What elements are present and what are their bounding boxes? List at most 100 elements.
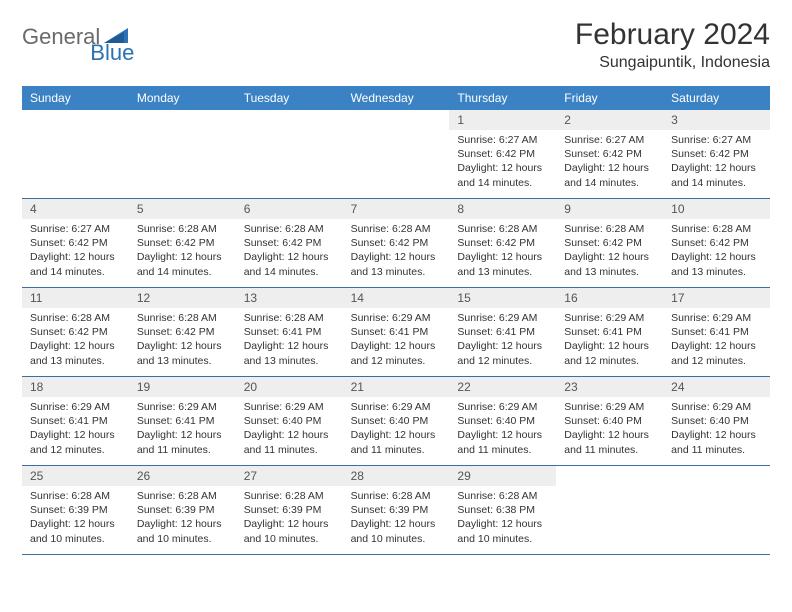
sunset-line: Sunset: 6:41 PM: [671, 325, 762, 339]
sunrise-line: Sunrise: 6:29 AM: [671, 311, 762, 325]
day-header: Wednesday: [343, 86, 450, 110]
sunrise-line: Sunrise: 6:29 AM: [351, 311, 442, 325]
daylight-line: Daylight: 12 hours and 14 minutes.: [137, 250, 228, 278]
day-number: 24: [663, 377, 770, 397]
logo-text-blue: Blue: [90, 40, 134, 66]
week-row: 1Sunrise: 6:27 AMSunset: 6:42 PMDaylight…: [22, 110, 770, 199]
day-cell: 9Sunrise: 6:28 AMSunset: 6:42 PMDaylight…: [556, 199, 663, 287]
sunrise-line: Sunrise: 6:28 AM: [137, 489, 228, 503]
daylight-line: Daylight: 12 hours and 10 minutes.: [351, 517, 442, 545]
sunset-line: Sunset: 6:39 PM: [30, 503, 121, 517]
day-number: 2: [556, 110, 663, 130]
sunrise-line: Sunrise: 6:29 AM: [244, 400, 335, 414]
daylight-line: Daylight: 12 hours and 12 minutes.: [457, 339, 548, 367]
day-cell: 6Sunrise: 6:28 AMSunset: 6:42 PMDaylight…: [236, 199, 343, 287]
daylight-line: Daylight: 12 hours and 13 minutes.: [137, 339, 228, 367]
day-details: Sunrise: 6:28 AMSunset: 6:39 PMDaylight:…: [129, 486, 236, 552]
day-cell: 11Sunrise: 6:28 AMSunset: 6:42 PMDayligh…: [22, 288, 129, 376]
day-cell: 27Sunrise: 6:28 AMSunset: 6:39 PMDayligh…: [236, 466, 343, 554]
sunset-line: Sunset: 6:41 PM: [30, 414, 121, 428]
sunset-line: Sunset: 6:39 PM: [244, 503, 335, 517]
day-header: Sunday: [22, 86, 129, 110]
empty-day: [343, 110, 450, 130]
day-details: Sunrise: 6:29 AMSunset: 6:41 PMDaylight:…: [556, 308, 663, 374]
day-number: 5: [129, 199, 236, 219]
day-number: 11: [22, 288, 129, 308]
day-number: 1: [449, 110, 556, 130]
daylight-line: Daylight: 12 hours and 10 minutes.: [244, 517, 335, 545]
sunset-line: Sunset: 6:38 PM: [457, 503, 548, 517]
day-number: 17: [663, 288, 770, 308]
day-number: 23: [556, 377, 663, 397]
logo-text-general: General: [22, 24, 100, 50]
day-details: Sunrise: 6:28 AMSunset: 6:41 PMDaylight:…: [236, 308, 343, 374]
sunset-line: Sunset: 6:42 PM: [564, 147, 655, 161]
daylight-line: Daylight: 12 hours and 13 minutes.: [244, 339, 335, 367]
sunrise-line: Sunrise: 6:29 AM: [137, 400, 228, 414]
sunrise-line: Sunrise: 6:28 AM: [351, 489, 442, 503]
daylight-line: Daylight: 12 hours and 11 minutes.: [457, 428, 548, 456]
day-cell: 8Sunrise: 6:28 AMSunset: 6:42 PMDaylight…: [449, 199, 556, 287]
day-details: Sunrise: 6:29 AMSunset: 6:41 PMDaylight:…: [663, 308, 770, 374]
sunrise-line: Sunrise: 6:28 AM: [671, 222, 762, 236]
day-cell: [556, 466, 663, 554]
sunset-line: Sunset: 6:42 PM: [137, 325, 228, 339]
sunrise-line: Sunrise: 6:28 AM: [244, 311, 335, 325]
day-cell: 13Sunrise: 6:28 AMSunset: 6:41 PMDayligh…: [236, 288, 343, 376]
daylight-line: Daylight: 12 hours and 12 minutes.: [671, 339, 762, 367]
daylight-line: Daylight: 12 hours and 11 minutes.: [351, 428, 442, 456]
sunrise-line: Sunrise: 6:28 AM: [457, 489, 548, 503]
empty-day: [22, 110, 129, 130]
day-number: 20: [236, 377, 343, 397]
sunrise-line: Sunrise: 6:28 AM: [457, 222, 548, 236]
sunset-line: Sunset: 6:40 PM: [564, 414, 655, 428]
daylight-line: Daylight: 12 hours and 10 minutes.: [137, 517, 228, 545]
month-title: February 2024: [575, 18, 770, 52]
day-details: Sunrise: 6:29 AMSunset: 6:40 PMDaylight:…: [449, 397, 556, 463]
day-number: 26: [129, 466, 236, 486]
sunrise-line: Sunrise: 6:28 AM: [244, 222, 335, 236]
day-cell: 15Sunrise: 6:29 AMSunset: 6:41 PMDayligh…: [449, 288, 556, 376]
sunrise-line: Sunrise: 6:29 AM: [564, 311, 655, 325]
daylight-line: Daylight: 12 hours and 10 minutes.: [30, 517, 121, 545]
day-cell: 12Sunrise: 6:28 AMSunset: 6:42 PMDayligh…: [129, 288, 236, 376]
day-details: Sunrise: 6:29 AMSunset: 6:40 PMDaylight:…: [556, 397, 663, 463]
sunrise-line: Sunrise: 6:27 AM: [30, 222, 121, 236]
calendar: SundayMondayTuesdayWednesdayThursdayFrid…: [22, 86, 770, 555]
daylight-line: Daylight: 12 hours and 13 minutes.: [457, 250, 548, 278]
day-cell: 1Sunrise: 6:27 AMSunset: 6:42 PMDaylight…: [449, 110, 556, 198]
day-details: Sunrise: 6:28 AMSunset: 6:42 PMDaylight:…: [343, 219, 450, 285]
week-row: 4Sunrise: 6:27 AMSunset: 6:42 PMDaylight…: [22, 199, 770, 288]
day-cell: 17Sunrise: 6:29 AMSunset: 6:41 PMDayligh…: [663, 288, 770, 376]
day-number: 22: [449, 377, 556, 397]
day-cell: 24Sunrise: 6:29 AMSunset: 6:40 PMDayligh…: [663, 377, 770, 465]
day-number: 19: [129, 377, 236, 397]
day-details: Sunrise: 6:27 AMSunset: 6:42 PMDaylight:…: [22, 219, 129, 285]
sunrise-line: Sunrise: 6:28 AM: [30, 311, 121, 325]
day-number: 18: [22, 377, 129, 397]
day-number: 29: [449, 466, 556, 486]
sunset-line: Sunset: 6:41 PM: [244, 325, 335, 339]
day-cell: 26Sunrise: 6:28 AMSunset: 6:39 PMDayligh…: [129, 466, 236, 554]
title-block: February 2024 Sungaipuntik, Indonesia: [575, 18, 770, 72]
day-number: 4: [22, 199, 129, 219]
day-details: Sunrise: 6:28 AMSunset: 6:42 PMDaylight:…: [129, 308, 236, 374]
day-cell: 25Sunrise: 6:28 AMSunset: 6:39 PMDayligh…: [22, 466, 129, 554]
day-cell: [22, 110, 129, 198]
day-details: Sunrise: 6:29 AMSunset: 6:40 PMDaylight:…: [343, 397, 450, 463]
day-number: 21: [343, 377, 450, 397]
day-cell: 20Sunrise: 6:29 AMSunset: 6:40 PMDayligh…: [236, 377, 343, 465]
day-details: Sunrise: 6:29 AMSunset: 6:41 PMDaylight:…: [343, 308, 450, 374]
day-cell: [236, 110, 343, 198]
sunset-line: Sunset: 6:42 PM: [457, 236, 548, 250]
week-row: 25Sunrise: 6:28 AMSunset: 6:39 PMDayligh…: [22, 466, 770, 555]
empty-day: [556, 466, 663, 486]
daylight-line: Daylight: 12 hours and 11 minutes.: [671, 428, 762, 456]
sunrise-line: Sunrise: 6:29 AM: [457, 311, 548, 325]
day-details: Sunrise: 6:28 AMSunset: 6:38 PMDaylight:…: [449, 486, 556, 552]
daylight-line: Daylight: 12 hours and 14 minutes.: [671, 161, 762, 189]
daylight-line: Daylight: 12 hours and 13 minutes.: [30, 339, 121, 367]
day-details: Sunrise: 6:27 AMSunset: 6:42 PMDaylight:…: [449, 130, 556, 196]
day-details: Sunrise: 6:28 AMSunset: 6:39 PMDaylight:…: [343, 486, 450, 552]
sunrise-line: Sunrise: 6:29 AM: [671, 400, 762, 414]
